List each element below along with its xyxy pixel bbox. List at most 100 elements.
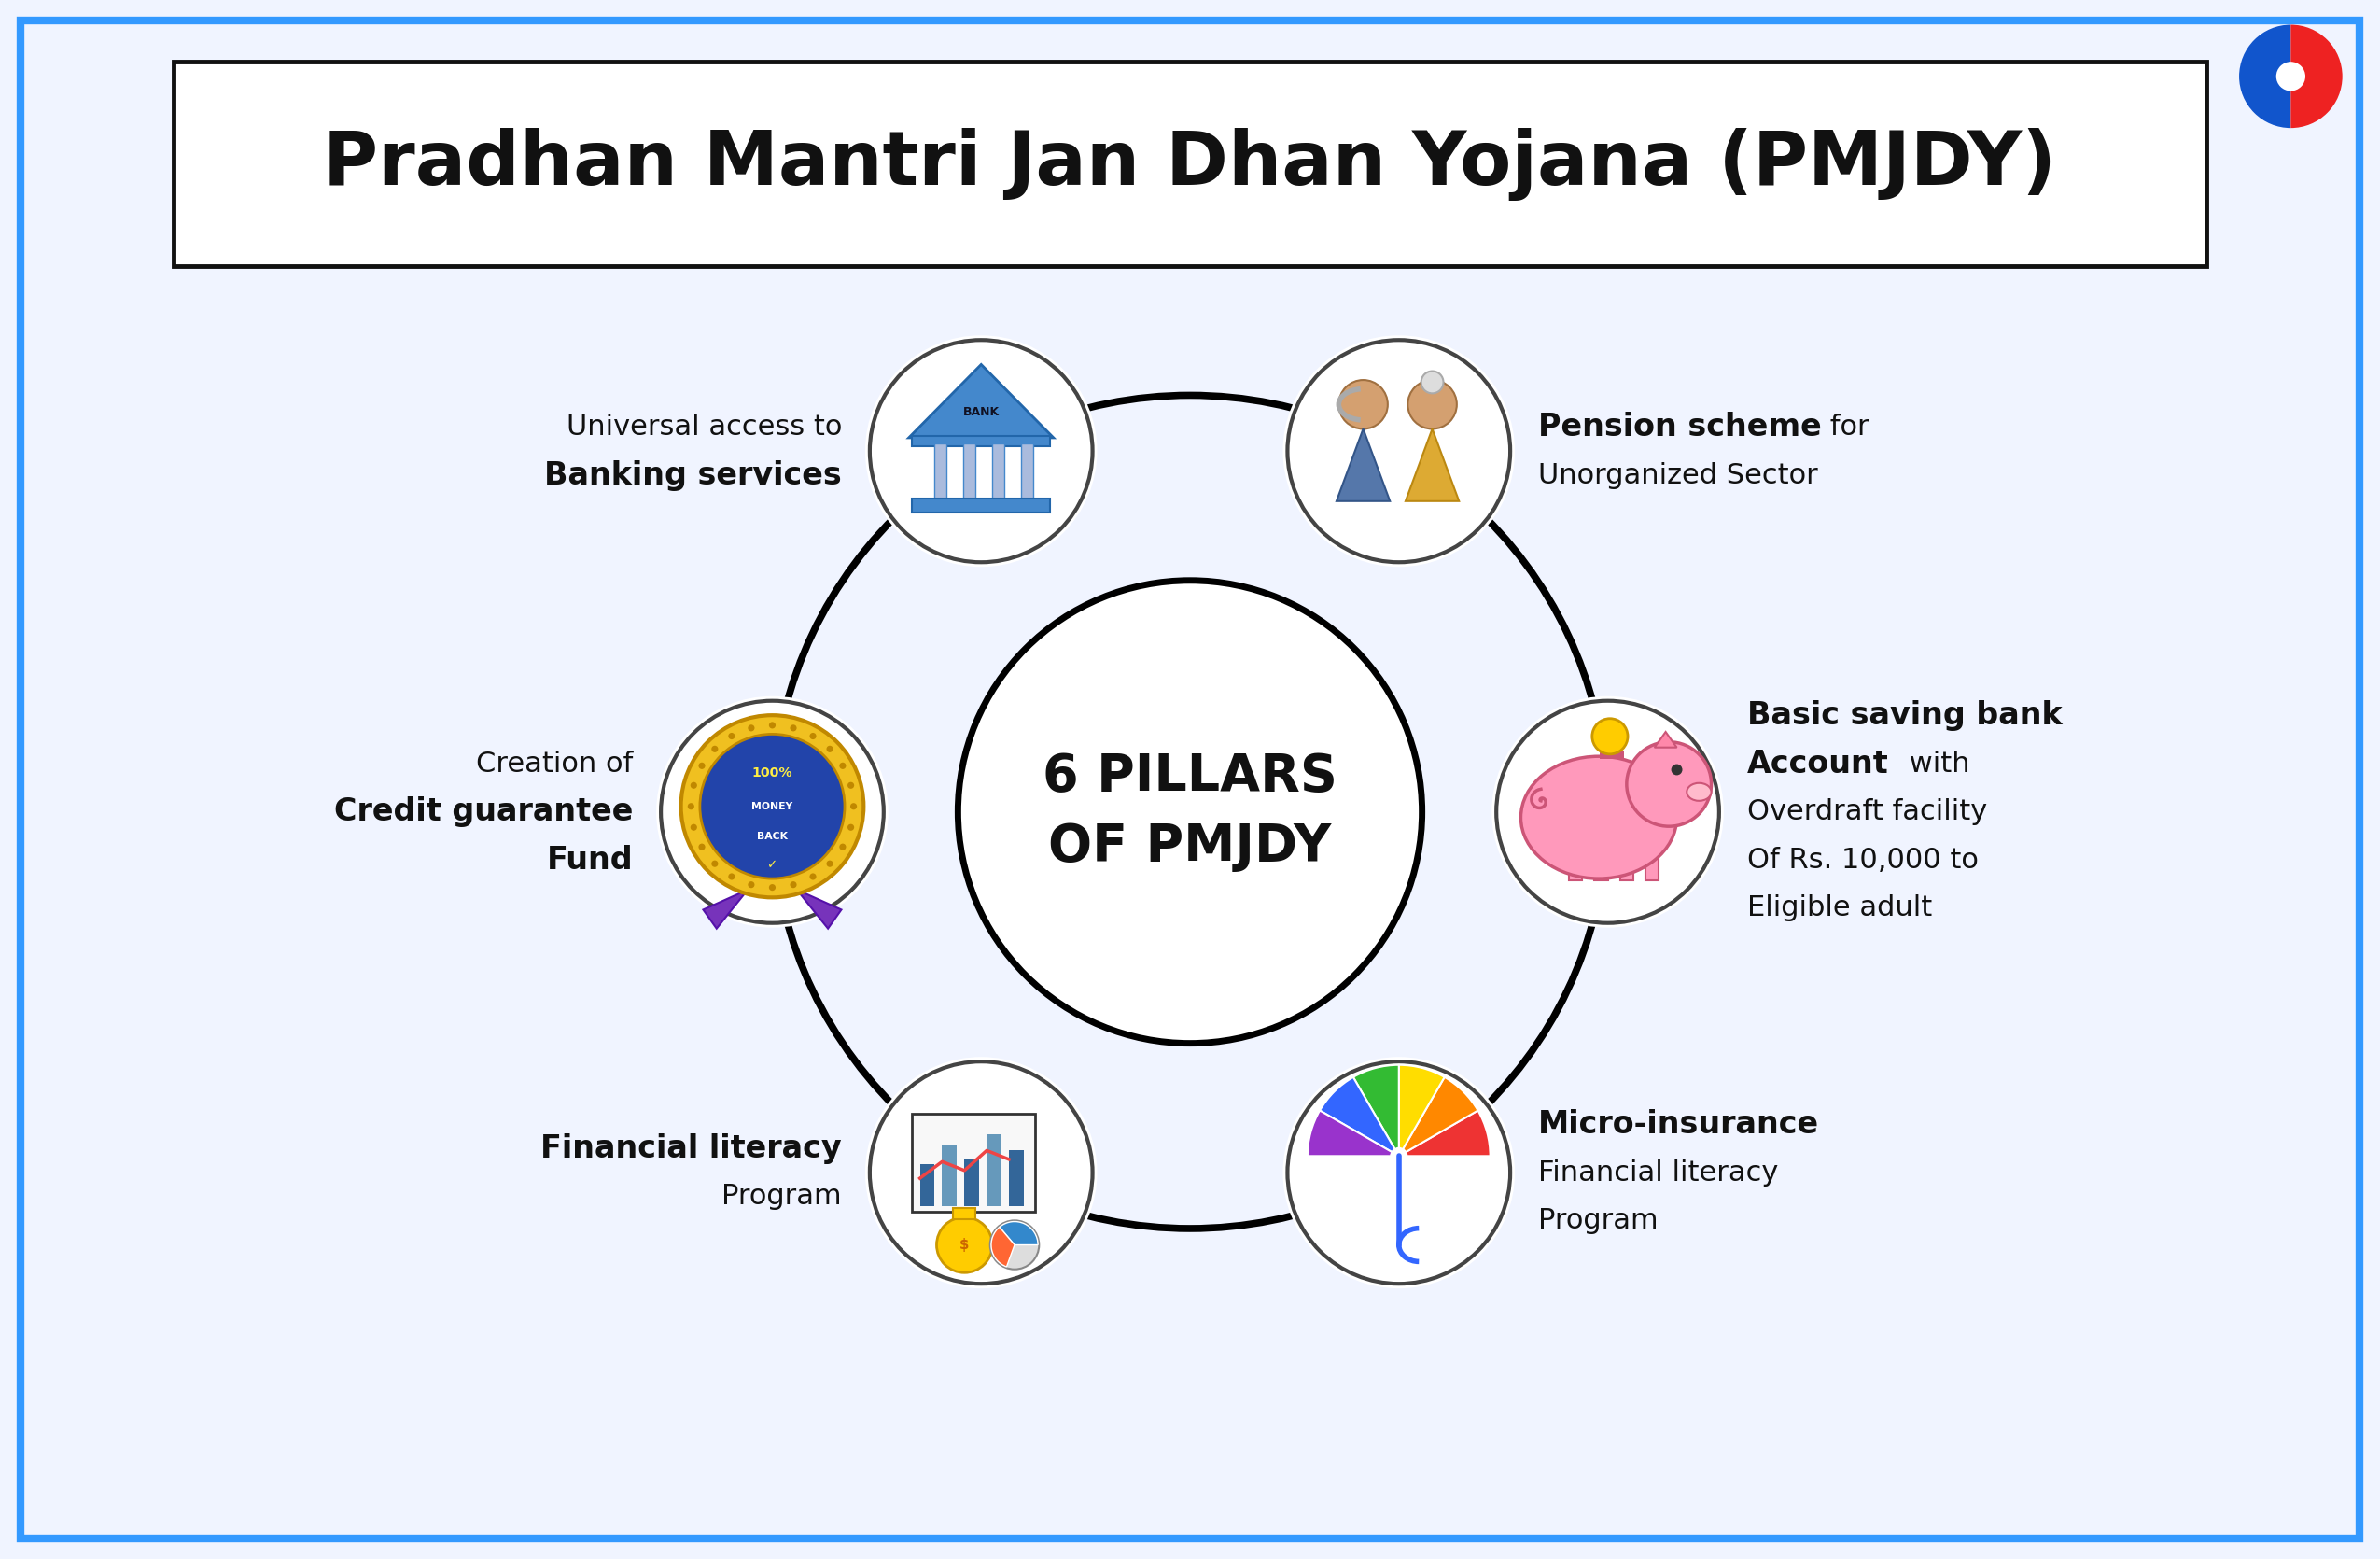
Text: BACK: BACK xyxy=(757,831,788,840)
Text: for: for xyxy=(1821,413,1868,441)
Circle shape xyxy=(826,745,833,753)
Bar xyxy=(954,1208,976,1219)
Circle shape xyxy=(826,861,833,867)
Circle shape xyxy=(700,734,845,879)
Circle shape xyxy=(864,1057,1097,1288)
Circle shape xyxy=(847,825,854,831)
Ellipse shape xyxy=(1521,756,1678,879)
Text: 6 PILLARS
OF PMJDY: 6 PILLARS OF PMJDY xyxy=(1042,751,1338,871)
Circle shape xyxy=(1283,335,1516,567)
Text: Credit guarantee: Credit guarantee xyxy=(333,797,633,828)
Text: Universal access to: Universal access to xyxy=(566,413,843,441)
Bar xyxy=(912,1113,1035,1211)
Bar xyxy=(1599,751,1626,759)
Circle shape xyxy=(728,733,735,739)
Wedge shape xyxy=(1307,1110,1399,1157)
Circle shape xyxy=(1492,697,1723,928)
Circle shape xyxy=(657,697,888,928)
Circle shape xyxy=(747,725,754,731)
Circle shape xyxy=(688,803,695,809)
Circle shape xyxy=(662,702,883,923)
Circle shape xyxy=(990,1221,1040,1269)
Circle shape xyxy=(790,881,797,889)
Text: Financial literacy: Financial literacy xyxy=(1537,1160,1778,1186)
Bar xyxy=(1568,856,1583,881)
Bar xyxy=(964,443,976,500)
Polygon shape xyxy=(909,365,1054,438)
Bar xyxy=(912,499,1050,513)
Circle shape xyxy=(864,335,1097,567)
Text: $: $ xyxy=(959,1238,969,1252)
Circle shape xyxy=(1338,380,1388,429)
Polygon shape xyxy=(1338,429,1390,500)
Circle shape xyxy=(1497,702,1718,923)
Text: Program: Program xyxy=(721,1183,843,1210)
Text: Account: Account xyxy=(1747,748,1890,780)
Wedge shape xyxy=(1399,1065,1445,1157)
Polygon shape xyxy=(702,890,747,929)
Bar xyxy=(1645,856,1659,881)
Circle shape xyxy=(809,733,816,739)
Bar xyxy=(935,443,947,500)
Circle shape xyxy=(938,1218,992,1272)
Text: Creation of: Creation of xyxy=(476,750,633,778)
Wedge shape xyxy=(1354,1065,1399,1157)
Circle shape xyxy=(728,873,735,879)
Circle shape xyxy=(869,1062,1092,1283)
Text: Program: Program xyxy=(1537,1207,1659,1235)
Text: Basic saving bank: Basic saving bank xyxy=(1747,700,2061,731)
Text: Financial literacy: Financial literacy xyxy=(540,1133,843,1165)
Text: Micro-insurance: Micro-insurance xyxy=(1537,1108,1818,1140)
FancyBboxPatch shape xyxy=(21,20,2359,1539)
Circle shape xyxy=(847,783,854,789)
Circle shape xyxy=(809,873,816,879)
Circle shape xyxy=(1407,380,1457,429)
Circle shape xyxy=(697,843,704,850)
Circle shape xyxy=(790,725,797,731)
Text: MONEY: MONEY xyxy=(752,801,793,811)
Text: Unorganized Sector: Unorganized Sector xyxy=(1537,461,1818,488)
Bar xyxy=(992,443,1004,500)
Circle shape xyxy=(1671,764,1683,775)
Text: Pension scheme: Pension scheme xyxy=(1537,412,1821,443)
Text: with: with xyxy=(1899,750,1971,778)
Wedge shape xyxy=(1399,1110,1490,1157)
Wedge shape xyxy=(2290,25,2342,128)
Circle shape xyxy=(1390,1147,1407,1165)
Bar xyxy=(964,1160,978,1207)
Text: Fund: Fund xyxy=(547,845,633,876)
Circle shape xyxy=(1283,1057,1516,1288)
Circle shape xyxy=(1421,371,1442,393)
Wedge shape xyxy=(1321,1077,1399,1157)
Circle shape xyxy=(1626,742,1711,826)
Circle shape xyxy=(690,783,697,789)
Circle shape xyxy=(712,861,719,867)
Bar xyxy=(912,435,1050,447)
Bar xyxy=(1009,1151,1023,1207)
Circle shape xyxy=(957,580,1423,1043)
Circle shape xyxy=(769,884,776,890)
Circle shape xyxy=(769,722,776,728)
Circle shape xyxy=(869,340,1092,563)
Circle shape xyxy=(1288,340,1511,563)
FancyBboxPatch shape xyxy=(174,62,2206,265)
Text: ✓: ✓ xyxy=(766,859,778,871)
Bar xyxy=(1021,443,1033,500)
Text: Of Rs. 10,000 to: Of Rs. 10,000 to xyxy=(1747,847,1978,873)
Circle shape xyxy=(2275,62,2306,90)
Text: Overdraft facility: Overdraft facility xyxy=(1747,798,1987,825)
Circle shape xyxy=(712,745,719,753)
Bar xyxy=(942,1144,957,1207)
Text: Pradhan Mantri Jan Dhan Yojana (PMJDY): Pradhan Mantri Jan Dhan Yojana (PMJDY) xyxy=(324,128,2056,200)
Circle shape xyxy=(747,881,754,889)
Wedge shape xyxy=(1000,1222,1038,1246)
Circle shape xyxy=(690,825,697,831)
Wedge shape xyxy=(990,1227,1014,1267)
Polygon shape xyxy=(1407,429,1459,500)
Polygon shape xyxy=(1654,731,1678,747)
Bar xyxy=(921,1165,935,1207)
Bar xyxy=(1621,856,1633,881)
Wedge shape xyxy=(1399,1077,1478,1157)
Text: Banking services: Banking services xyxy=(545,460,843,491)
Circle shape xyxy=(1288,1062,1511,1283)
